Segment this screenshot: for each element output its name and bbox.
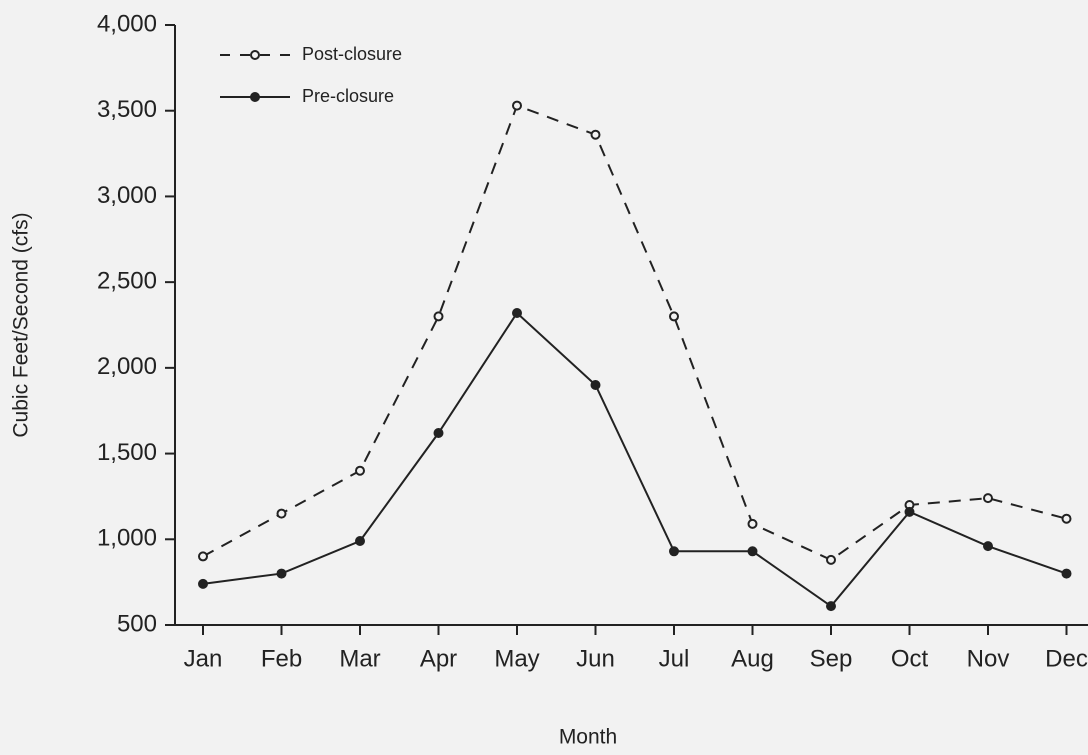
legend-label: Post-closure (302, 44, 402, 64)
point (433, 428, 444, 438)
x-tick-label: May (494, 645, 539, 672)
point (747, 518, 758, 529)
x-tick-label: Oct (891, 645, 929, 672)
point (669, 546, 679, 557)
y-tick-label: 500 (117, 610, 157, 637)
legend-label: Pre-closure (302, 86, 394, 106)
y-tick-label: 2,000 (97, 353, 157, 380)
y-tick-label: 4,000 (97, 10, 157, 37)
y-tick-label: 3,000 (97, 182, 157, 209)
y-tick-label: 2,500 (97, 267, 157, 294)
point (198, 551, 208, 562)
point (826, 554, 836, 565)
x-tick-label: Nov (967, 645, 1010, 672)
point (512, 308, 522, 318)
point (590, 129, 601, 140)
x-tick-label: Jun (576, 645, 615, 672)
legend-marker (250, 92, 260, 102)
x-tick-label: Dec (1045, 645, 1088, 672)
series-line (202, 311, 1067, 608)
x-tick-label: Mar (339, 645, 380, 672)
point (669, 311, 679, 322)
legend-marker (250, 50, 260, 60)
point (1061, 513, 1072, 524)
y-axis-label: Cubic Feet/Second (cfs) (10, 212, 33, 437)
point (276, 508, 287, 519)
point (198, 578, 208, 589)
series-line (202, 104, 1067, 562)
y-tick-label: 1,000 (97, 525, 157, 552)
y-tick-label: 1,500 (97, 439, 157, 466)
point (826, 601, 836, 612)
point (983, 493, 993, 504)
x-tick-label: Jan (184, 645, 223, 672)
x-tick-label: Feb (261, 645, 302, 672)
x-axis-label: Month (559, 726, 617, 749)
x-tick-label: Sep (810, 645, 853, 672)
point (904, 506, 915, 517)
point (512, 100, 522, 111)
point (590, 380, 601, 390)
y-tick-label: 3,500 (97, 96, 157, 123)
point (433, 311, 444, 322)
x-tick-label: Apr (420, 645, 457, 672)
x-tick-label: Aug (731, 645, 774, 672)
point (983, 541, 993, 552)
point (747, 546, 758, 557)
x-tick-label: Jul (659, 645, 690, 672)
point (1061, 568, 1072, 579)
point (355, 536, 365, 546)
point (355, 465, 365, 476)
point (276, 568, 287, 579)
